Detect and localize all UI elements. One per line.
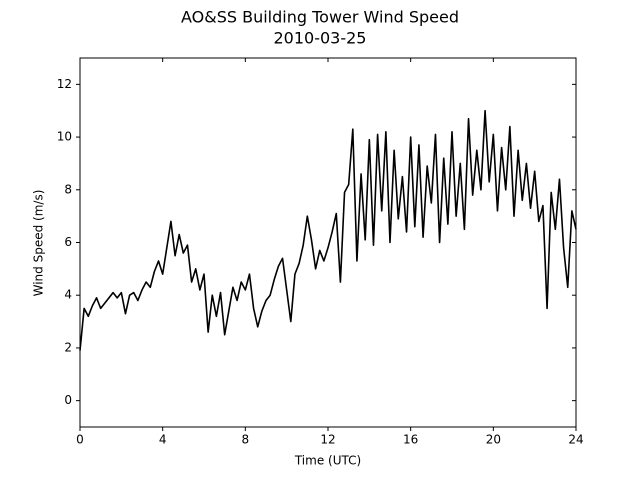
y-tick-label: 12 xyxy=(57,77,72,91)
chart-title: AO&SS Building Tower Wind Speed xyxy=(181,8,459,27)
plot-frame xyxy=(79,57,577,428)
y-axis-label: Wind Speed (m/s) xyxy=(32,190,46,297)
x-tick-label: 16 xyxy=(403,433,418,447)
y-tick-label: 8 xyxy=(64,182,72,196)
data-line xyxy=(79,109,577,351)
x-tick-label: 24 xyxy=(568,433,583,447)
x-tick-label: 0 xyxy=(76,433,84,447)
x-tick-label: 12 xyxy=(320,433,335,447)
y-tick-label: 2 xyxy=(64,340,72,354)
y-tick-label: 0 xyxy=(64,393,72,407)
x-tick-label: 8 xyxy=(242,433,250,447)
x-tick-label: 4 xyxy=(159,433,167,447)
y-tick-label: 10 xyxy=(57,130,72,144)
y-tick-label: 6 xyxy=(64,235,72,249)
y-tick-label: 4 xyxy=(64,288,72,302)
chart-subtitle: 2010-03-25 xyxy=(274,29,367,48)
x-tick-label: 20 xyxy=(486,433,501,447)
x-axis-label: Time (UTC) xyxy=(294,454,361,468)
